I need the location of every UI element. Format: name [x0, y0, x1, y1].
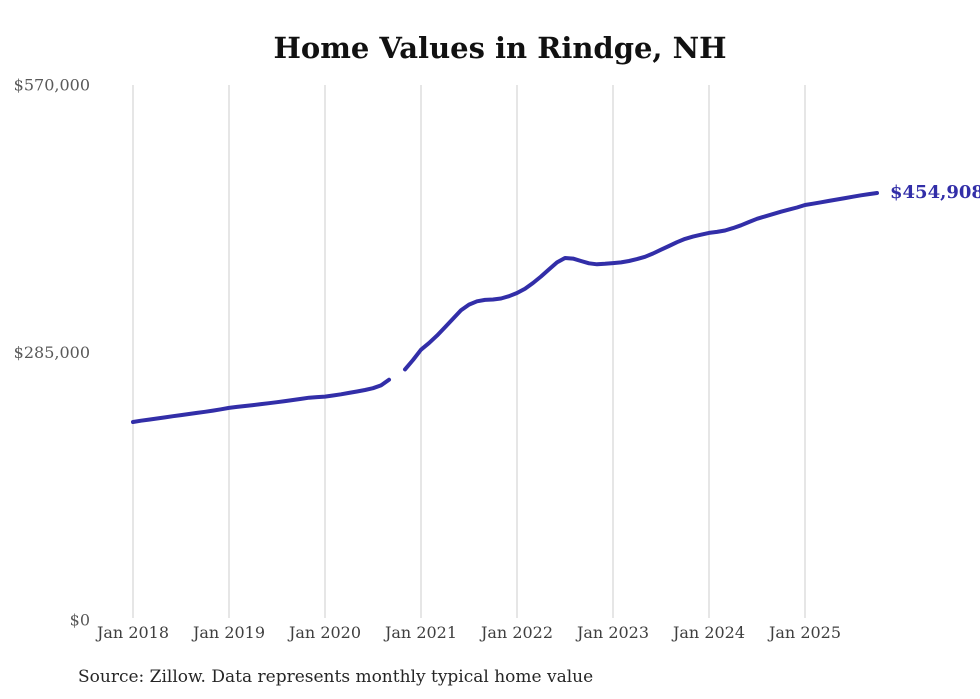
x-tick-label-jan-2023: Jan 2023 — [575, 623, 649, 642]
x-tick-label-jan-2022: Jan 2022 — [479, 623, 553, 642]
x-tick-label-jan-2024: Jan 2024 — [671, 623, 745, 642]
y-tick-label-570000: $570,000 — [14, 76, 90, 95]
source-note: Source: Zillow. Data represents monthly … — [78, 667, 593, 687]
gridlines-layer — [132, 85, 806, 618]
y-tick-label-0: $0 — [70, 611, 90, 630]
series-layer — [131, 191, 879, 424]
chart-title: Home Values in Rindge, NH — [273, 31, 726, 65]
x-tick-label-jan-2019: Jan 2019 — [191, 623, 265, 642]
home-value-line-segment-2 — [403, 191, 879, 372]
x-tick-label-jan-2018: Jan 2018 — [95, 623, 169, 642]
x-tick-label-jan-2021: Jan 2021 — [383, 623, 457, 642]
x-tick-label-jan-2025: Jan 2025 — [767, 623, 841, 642]
home-value-line-segment-1 — [131, 377, 391, 424]
x-tick-label-jan-2020: Jan 2020 — [287, 623, 361, 642]
current-value-label: $454,908 — [890, 182, 980, 203]
y-tick-label-285000: $285,000 — [14, 343, 90, 362]
